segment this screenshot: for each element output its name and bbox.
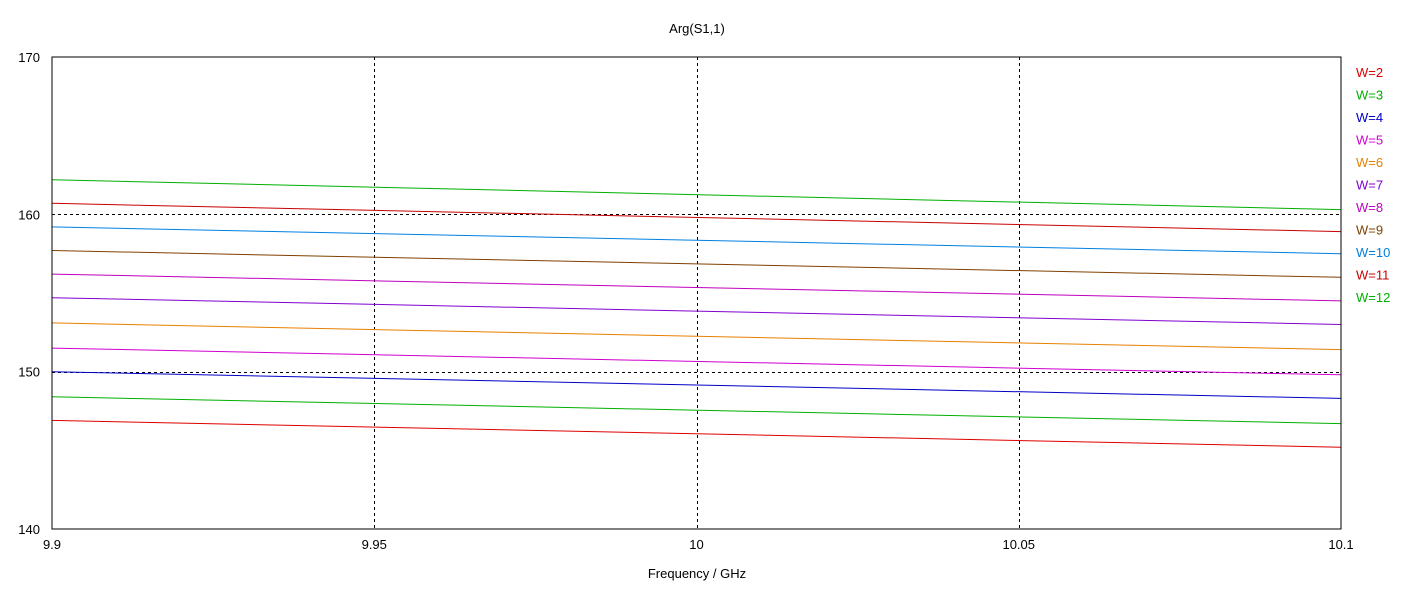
legend-item: W=7	[1356, 178, 1383, 193]
legend-item: W=10	[1356, 245, 1390, 260]
series-line-w-8	[51, 273, 1342, 302]
series-line-w-5	[51, 347, 1342, 376]
legend-item: W=9	[1356, 223, 1383, 238]
x-tick-label: 9.9	[43, 537, 61, 552]
series-line-w-10	[51, 226, 1342, 255]
x-tick-label: 10.05	[1002, 537, 1035, 552]
x-tick-labels: 9.9 9.95 10 10.05 10.1	[43, 537, 1354, 552]
legend-item: W=6	[1356, 155, 1383, 170]
x-tick-label: 9.95	[362, 537, 387, 552]
x-axis-label: Frequency / GHz	[648, 566, 746, 581]
y-tick-label: 140	[18, 522, 40, 537]
grid-lines	[52, 57, 1341, 529]
legend-item: W=2	[1356, 65, 1383, 80]
series-line-w-6	[51, 322, 1342, 351]
x-tick-label: 10.1	[1328, 537, 1353, 552]
legend-item: W=8	[1356, 200, 1383, 215]
series-line-w-11	[51, 202, 1342, 233]
series-line-w-3	[51, 396, 1342, 425]
series-line-w-4	[51, 371, 1342, 399]
series-line-w-7	[51, 297, 1342, 325]
y-tick-label: 160	[18, 207, 40, 222]
legend: W=2 W=3 W=4 W=5 W=6 W=7 W=8 W=9 W=10 W=11 W=12	[1356, 65, 1390, 305]
y-tick-label: 150	[18, 365, 40, 380]
series-line-w-9	[51, 250, 1342, 278]
legend-item: W=3	[1356, 88, 1383, 103]
legend-item: W=11	[1356, 268, 1389, 283]
plot-frame	[51, 56, 1342, 530]
y-tick-labels: 140 150 160 170	[18, 50, 40, 537]
x-tick-label: 10	[689, 537, 703, 552]
legend-item: W=12	[1356, 290, 1390, 305]
legend-item: W=5	[1356, 133, 1383, 148]
legend-item: W=4	[1356, 110, 1383, 125]
series-line-w-2	[51, 419, 1342, 448]
y-tick-label: 170	[18, 50, 40, 65]
series-lines	[51, 179, 1342, 448]
series-line-w-12	[51, 179, 1342, 211]
chart-title: Arg(S1,1)	[669, 21, 725, 36]
